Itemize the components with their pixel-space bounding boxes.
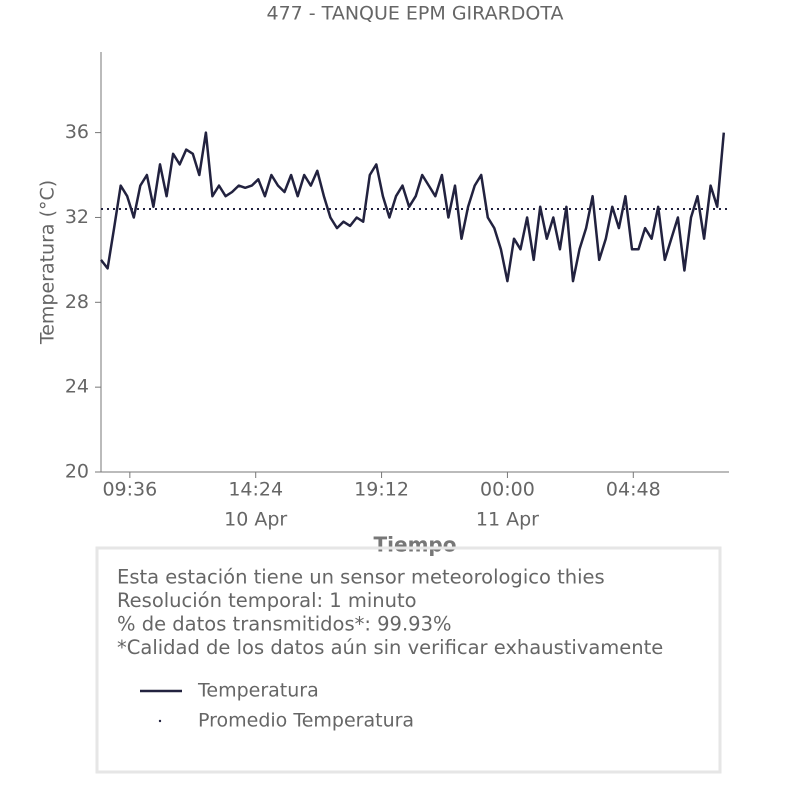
chart-title: 477 - TANQUE EPM GIRARDOTA bbox=[266, 3, 563, 25]
legend-label: Temperatura bbox=[197, 680, 319, 702]
series-line bbox=[100, 131, 726, 283]
y-tick-label: 20 bbox=[65, 461, 89, 483]
y-tick-label: 32 bbox=[65, 206, 89, 228]
y-tick-label: 28 bbox=[65, 291, 89, 313]
x-tick-label: 14:24 bbox=[228, 479, 283, 501]
note: Resolución temporal: 1 minuto bbox=[117, 589, 417, 612]
x-tick-date-label: 11 Apr bbox=[476, 509, 539, 531]
info-box bbox=[95, 546, 722, 774]
x-tick-label: 00:00 bbox=[480, 479, 535, 501]
x-axis-label: Tiempo bbox=[374, 533, 457, 557]
note: *Calidad de los datos aún sin verificar … bbox=[117, 636, 663, 659]
note: Esta estación tiene un sensor meteorolog… bbox=[117, 566, 605, 589]
y-tick-label: 36 bbox=[65, 121, 89, 143]
x-tick-label: 09:36 bbox=[102, 479, 157, 501]
x-tick-date-label: 10 Apr bbox=[224, 509, 287, 531]
x-tick-label: 04:48 bbox=[606, 479, 661, 501]
y-tick-label: 24 bbox=[65, 376, 89, 398]
y-axis-label: Temperatura (°C) bbox=[37, 180, 59, 345]
x-tick-label: 19:12 bbox=[354, 479, 409, 501]
legend-swatch bbox=[158, 719, 162, 723]
note: % de datos transmitidos*: 99.93% bbox=[117, 613, 452, 636]
legend-label: Promedio Temperatura bbox=[198, 710, 414, 732]
